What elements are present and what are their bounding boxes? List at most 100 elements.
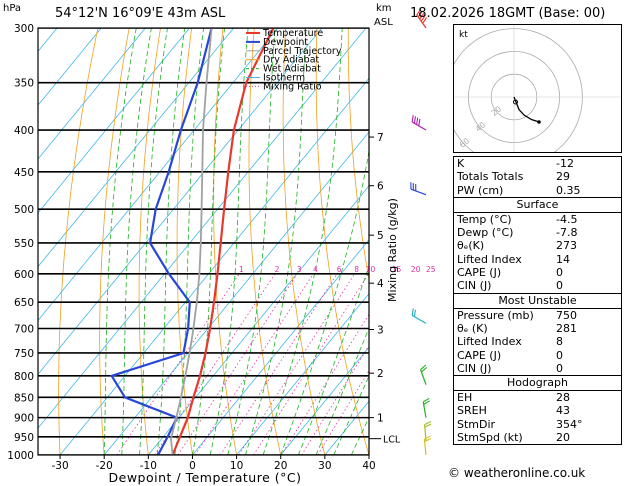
index-key: SREH	[457, 404, 487, 418]
x-tick-label: 30	[318, 460, 331, 472]
x-tick-label: -10	[140, 460, 157, 472]
hpa-label: hPa	[3, 3, 21, 14]
index-value: 0.35	[556, 183, 581, 197]
index-key: EH	[457, 391, 473, 405]
mixing-ratio-label: 1	[239, 265, 244, 274]
legend-label: Dry Adiabat	[263, 55, 320, 66]
pressure-tick-label: 950	[14, 432, 34, 444]
mixing-ratio-axis-title: Mixing Ratio (g/kg)	[386, 198, 399, 302]
wind-barb	[419, 364, 428, 385]
isotherm-line	[38, 28, 235, 268]
index-key: Dewp (°C)	[457, 226, 514, 240]
dry-adiabat-line	[58, 28, 99, 455]
wind-barb	[416, 8, 428, 29]
legend-label: Parcel Trajectory	[263, 46, 342, 57]
mixing-ratio-line	[194, 273, 314, 455]
index-value: 750	[556, 308, 577, 322]
hodograph-panel: kt 20 40 60	[444, 24, 624, 166]
storm-motion-marker	[513, 99, 518, 105]
surface-indices: Temp (°C) -4.5 Dewp (°C) -7.8 θₑ(K) 273 Lifted…	[454, 213, 621, 293]
index-row: Lifted Index 8	[454, 335, 621, 348]
km-tick-label: 5	[377, 230, 384, 242]
mixing-ratio-line	[177, 273, 298, 455]
hodograph-ring	[445, 28, 583, 166]
index-key: Lifted Index	[457, 252, 522, 266]
plot-frame	[37, 27, 370, 456]
mixing-ratio-label: 15	[392, 265, 402, 274]
index-row: Lifted Index 14	[454, 253, 621, 266]
asl-label: ASL	[374, 17, 393, 28]
index-row: StmSpd (kt) 20	[454, 431, 621, 444]
temperature-profile	[171, 28, 275, 455]
surface-title: Surface	[454, 196, 621, 213]
mixing-ratio-line	[280, 313, 369, 455]
hodograph-title: Hodograph	[454, 375, 621, 392]
lcl-label: LCL	[383, 435, 401, 446]
mixing-ratio-label: 10	[366, 265, 376, 274]
index-value: 354°	[556, 417, 583, 431]
wet-adiabat-line	[333, 374, 369, 455]
pressure-tick-label: 1000	[7, 450, 34, 462]
dry-adiabat-line	[347, 28, 369, 282]
index-key: Temp (°C)	[457, 212, 512, 226]
index-value: 28	[556, 391, 570, 405]
mixing-ratio-line	[116, 273, 240, 455]
isotherm-line	[38, 28, 279, 322]
wet-adiabat-line	[245, 28, 307, 455]
isotherm-line	[38, 28, 190, 214]
wet-adiabat-line	[209, 28, 249, 455]
x-tick-label: 0	[189, 460, 196, 472]
index-key: Totals Totals	[457, 170, 524, 184]
mixing-ratio-label: 3	[297, 265, 302, 274]
location-title: 54°12'N 16°09'E 43m ASL	[55, 6, 226, 21]
isotherm-line	[280, 346, 369, 455]
legend-label: Isotherm	[263, 73, 305, 84]
mixing-ratio-label: 25	[426, 265, 436, 274]
index-value: 43	[556, 404, 570, 418]
index-key: Pressure (mb)	[457, 308, 534, 322]
km-tick-label: 6	[377, 181, 384, 193]
footer-copyright: © weatheronline.co.uk	[448, 466, 586, 480]
km-tick-label: 3	[377, 325, 384, 337]
index-key: PW (cm)	[457, 183, 504, 197]
wind-barb	[411, 115, 427, 131]
pressure-tick-label: 400	[14, 125, 34, 137]
hodograph-indices: EH 28 SREH 43 StmDir 354° StmSpd (kt) 20	[454, 391, 621, 444]
index-value: 273	[556, 239, 577, 253]
legend-label: Dewpoint	[263, 37, 308, 48]
index-row: Pressure (mb) 750	[454, 309, 621, 322]
index-row: θₑ(K) 273	[454, 239, 621, 252]
index-row: Temp (°C) -4.5	[454, 213, 621, 226]
index-key: K	[457, 157, 465, 170]
dry-adiabat-line	[99, 28, 130, 455]
index-row: SREH 43	[454, 404, 621, 417]
index-value: 0	[556, 279, 563, 293]
pressure-tick-label: 500	[14, 204, 34, 216]
hodograph-end-marker	[537, 120, 541, 124]
x-tick-label: 40	[362, 460, 375, 472]
wet-adiabat-line	[139, 28, 168, 455]
index-key: CAPE (J)	[457, 348, 502, 362]
index-value: 281	[556, 321, 577, 335]
legend-label: Temperature	[262, 28, 323, 39]
wind-barb	[410, 182, 427, 196]
index-row: Totals Totals 29	[454, 170, 621, 183]
datetime-title: 18.02.2026 18GMT (Base: 00)	[410, 6, 606, 21]
index-value: -12	[556, 157, 574, 170]
mixing-ratio-label: 2	[275, 265, 280, 274]
index-row: EH 28	[454, 391, 621, 404]
index-key: CIN (J)	[457, 361, 492, 375]
wet-adiabat-line	[156, 28, 186, 455]
km-tick-label: 2	[377, 368, 384, 380]
pressure-tick-label: 800	[14, 371, 34, 383]
mixing-ratio-label: 8	[354, 265, 359, 274]
index-row: K -12	[454, 157, 621, 170]
index-key: θₑ (K)	[457, 321, 488, 335]
x-tick-label: -20	[96, 460, 113, 472]
index-row: Dewp (°C) -7.8	[454, 226, 621, 239]
mixing-ratio-line	[219, 273, 338, 455]
pressure-tick-label: 650	[14, 297, 34, 309]
index-key: StmDir	[457, 417, 496, 431]
